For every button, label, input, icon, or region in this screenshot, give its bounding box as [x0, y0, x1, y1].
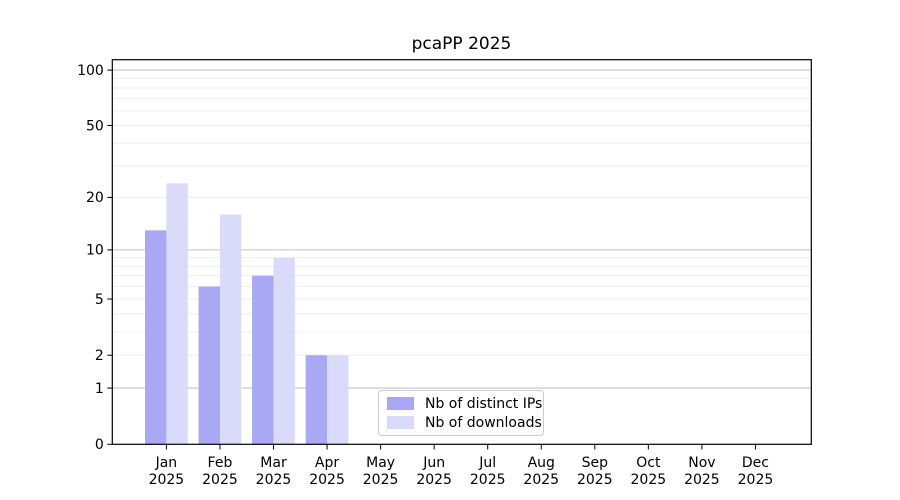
x-tick-label-month: Mar: [260, 455, 287, 471]
x-tick-label-year: 2025: [363, 472, 399, 488]
bar-distinct-ips-mar: [252, 275, 274, 445]
y-tick-label: 2: [95, 348, 104, 364]
bar-distinct-ips-apr: [305, 355, 328, 445]
x-tick-label-month: May: [366, 455, 395, 471]
x-tick-label-year: 2025: [416, 472, 452, 488]
x-tick-label-year: 2025: [684, 472, 720, 488]
y-tick-label: 0: [95, 437, 104, 453]
bar-downloads-apr: [327, 355, 349, 445]
legend-item-downloads: Nb of downloads: [387, 414, 543, 431]
bar-downloads-jan: [166, 183, 188, 445]
plot-border: [111, 59, 812, 445]
bar-distinct-ips-jan: [145, 230, 167, 445]
x-tick-label-year: 2025: [523, 472, 559, 488]
x-tick-label-month: Oct: [636, 455, 661, 471]
x-tick-label-month: Jul: [478, 455, 496, 471]
x-tick-label-year: 2025: [256, 472, 292, 488]
x-tick-label-year: 2025: [149, 472, 185, 488]
x-tick-label-month: Sep: [582, 455, 609, 471]
x-tick-label-month: Jun: [422, 455, 445, 471]
y-tick-label: 1: [95, 381, 104, 397]
x-tick-label-year: 2025: [738, 472, 774, 488]
x-tick-label-month: Aug: [528, 455, 555, 471]
y-tick-label: 20: [86, 190, 104, 206]
legend-swatch-downloads: [387, 416, 414, 429]
bar-downloads-feb: [219, 214, 242, 445]
x-tick-label-year: 2025: [577, 472, 613, 488]
x-tick-label-month: Dec: [742, 455, 769, 471]
x-tick-label-month: Apr: [315, 455, 339, 471]
x-tick-label-year: 2025: [202, 472, 238, 488]
x-tick-label-month: Feb: [208, 455, 233, 471]
bar-downloads-mar: [273, 257, 295, 445]
x-tick-label-year: 2025: [470, 472, 506, 488]
y-tick-label: 100: [77, 63, 104, 79]
legend-label-downloads: Nb of downloads: [425, 414, 542, 431]
x-tick-label-year: 2025: [631, 472, 667, 488]
y-tick-label: 10: [86, 243, 104, 259]
x-tick-label-year: 2025: [309, 472, 345, 488]
bar-distinct-ips-feb: [198, 286, 220, 445]
legend-item-distinct-ips: Nb of distinct IPs: [387, 395, 543, 412]
y-tick-label: 50: [86, 118, 104, 134]
legend-label-distinct-ips: Nb of distinct IPs: [425, 395, 543, 412]
chart-title: pcaPP 2025: [411, 34, 512, 54]
legend: Nb of distinct IPs Nb of downloads: [378, 390, 544, 436]
legend-swatch-distinct-ips: [387, 397, 414, 410]
x-tick-label-month: Nov: [688, 455, 715, 471]
x-tick-label-month: Jan: [155, 455, 178, 471]
y-tick-label: 5: [95, 292, 104, 308]
